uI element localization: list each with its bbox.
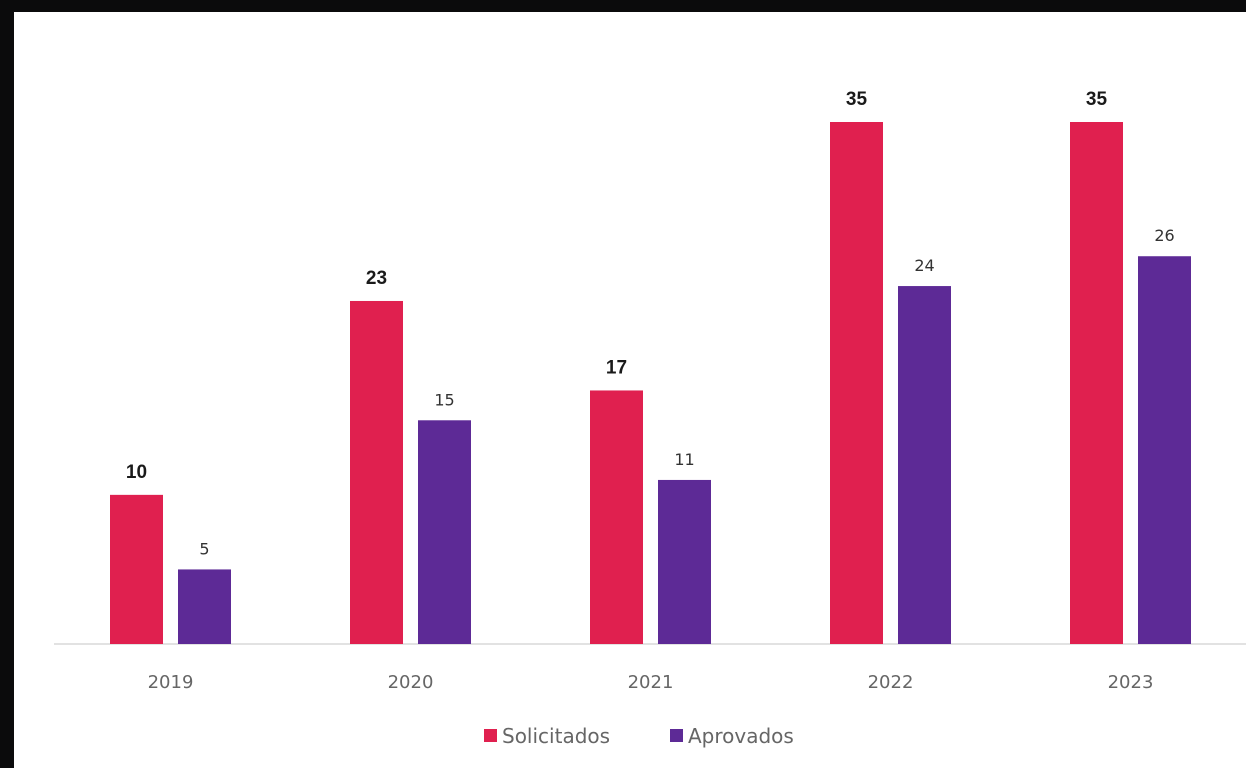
value-label-solicitados-2020: 23 — [366, 268, 387, 289]
chart-frame: 10 5 23 15 17 11 35 24 35 26 2019 2020 2021 2022 2023… — [14, 12, 1246, 768]
x-tick-label-2022: 2022 — [868, 672, 914, 693]
value-label-solicitados-2022: 35 — [846, 89, 868, 110]
value-label-solicitados-2019: 10 — [126, 462, 147, 483]
bar-solicitados-2021 — [590, 390, 643, 644]
legend: Solicitados Aprovados — [484, 724, 794, 748]
bar-solicitados-2022 — [830, 122, 883, 644]
bar-aprovados-2022 — [898, 286, 951, 644]
bar-solicitados-2019 — [110, 494, 163, 644]
x-tick-label-2021: 2021 — [628, 672, 674, 693]
bar-aprovados-2021 — [658, 479, 711, 644]
bar-solicitados-2023 — [1070, 122, 1123, 644]
bar-aprovados-2023 — [1138, 256, 1191, 644]
bar-aprovados-2019 — [178, 569, 231, 644]
legend-label-solicitados: Solicitados — [502, 724, 610, 748]
value-label-solicitados-2023: 35 — [1086, 89, 1108, 110]
value-labels-layer: 10 5 23 15 17 11 35 24 35 26 — [126, 89, 1175, 558]
bar-solicitados-2020 — [350, 300, 403, 644]
legend-swatch-solicitados — [484, 729, 497, 742]
value-label-aprovados-2020: 15 — [434, 390, 454, 409]
bar-chart: 10 5 23 15 17 11 35 24 35 26 2019 2020 2021 2022 2023… — [54, 89, 1246, 748]
x-tick-label-2020: 2020 — [388, 672, 434, 693]
legend-label-aprovados: Aprovados — [688, 724, 794, 748]
value-label-aprovados-2022: 24 — [914, 256, 934, 275]
x-tick-labels-layer: 2019 2020 2021 2022 2023 — [148, 672, 1154, 693]
bars-layer — [110, 122, 1191, 644]
legend-swatch-aprovados — [670, 729, 683, 742]
value-label-aprovados-2023: 26 — [1154, 226, 1174, 245]
x-tick-label-2023: 2023 — [1108, 672, 1154, 693]
x-tick-label-2019: 2019 — [148, 672, 194, 693]
value-label-aprovados-2019: 5 — [199, 539, 209, 558]
value-label-aprovados-2021: 11 — [674, 450, 694, 469]
value-label-solicitados-2021: 17 — [606, 357, 627, 378]
bar-aprovados-2020 — [418, 420, 471, 644]
